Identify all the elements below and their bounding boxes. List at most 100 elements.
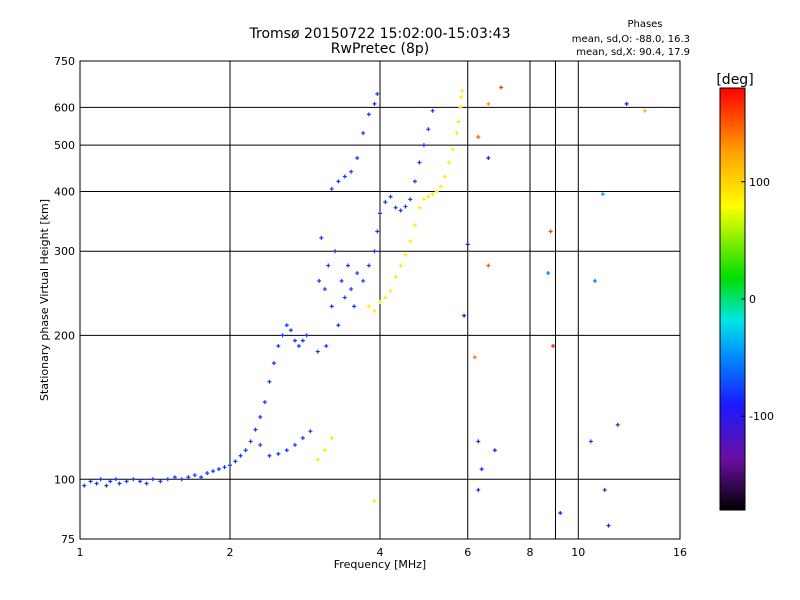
- data-point: [408, 239, 413, 244]
- data-point: [186, 475, 191, 480]
- data-point: [442, 174, 447, 179]
- data-point: [492, 448, 497, 453]
- y-tick-label: 300: [54, 245, 75, 258]
- data-point: [450, 147, 455, 152]
- data-point: [329, 186, 334, 191]
- data-point: [546, 271, 551, 276]
- y-tick-label: 750: [54, 55, 75, 68]
- data-point: [216, 467, 221, 472]
- data-point: [600, 192, 605, 197]
- data-point: [421, 197, 426, 202]
- data-point: [322, 287, 327, 292]
- data-point: [352, 304, 357, 309]
- colorbar-tick-label: 100: [749, 176, 770, 189]
- data-point: [238, 453, 243, 458]
- data-point: [276, 451, 281, 456]
- data-point: [329, 304, 334, 309]
- chart-subtitle: RwPretec (8p): [331, 41, 429, 57]
- data-point: [375, 229, 380, 234]
- colorbar-tick-label: 0: [749, 293, 756, 306]
- y-tick-label: 500: [54, 139, 75, 152]
- y-tick-label: 75: [61, 533, 75, 546]
- data-point: [267, 453, 272, 458]
- data-point: [288, 328, 293, 333]
- data-point: [372, 308, 377, 313]
- data-point: [388, 194, 393, 199]
- data-point: [345, 263, 350, 268]
- data-point: [615, 422, 620, 427]
- data-point: [342, 295, 347, 300]
- data-point: [253, 427, 258, 432]
- data-point: [434, 189, 439, 194]
- data-point: [258, 442, 263, 447]
- data-point: [192, 473, 197, 478]
- data-point: [602, 487, 607, 492]
- y-tick-label: 100: [54, 473, 75, 486]
- y-tick-label: 400: [54, 185, 75, 198]
- data-point: [412, 223, 417, 228]
- data-point: [292, 442, 297, 447]
- data-point: [592, 278, 597, 283]
- plot-frame: [79, 60, 681, 540]
- data-point: [408, 197, 413, 202]
- data-point: [472, 355, 477, 360]
- data-point: [462, 313, 467, 318]
- stats-x-line: mean, sd,X: 90.4, 17.9: [576, 47, 690, 58]
- data-point: [292, 338, 297, 343]
- data-point: [108, 479, 113, 484]
- chart-title: Tromsø 20150722 15:02:00-15:03:43: [249, 26, 511, 42]
- data-point: [372, 101, 377, 106]
- data-point: [258, 414, 263, 419]
- data-point: [355, 156, 360, 161]
- data-point: [267, 379, 272, 384]
- data-point: [113, 477, 118, 482]
- data-point: [366, 263, 371, 268]
- data-point: [624, 101, 629, 106]
- data-point: [233, 459, 238, 464]
- colorbar-label: [deg]: [716, 72, 753, 88]
- data-point: [94, 481, 99, 486]
- data-point: [262, 400, 267, 405]
- data-point: [308, 429, 313, 434]
- stats-o-line: mean, sd,O: -88.0, 16.3: [572, 34, 690, 45]
- data-point: [378, 299, 382, 304]
- data-point: [372, 499, 377, 504]
- data-point: [606, 523, 611, 528]
- data-point: [388, 288, 393, 293]
- data-point: [199, 475, 204, 480]
- data-point: [222, 465, 227, 470]
- data-point: [322, 448, 327, 453]
- data-point: [361, 278, 366, 283]
- data-point: [383, 295, 388, 300]
- data-point: [378, 211, 382, 216]
- data-point: [393, 274, 398, 279]
- data-point: [417, 205, 422, 210]
- data-point: [486, 263, 491, 268]
- data-point: [284, 323, 289, 328]
- data-point: [349, 169, 354, 174]
- data-point: [486, 156, 491, 161]
- data-point: [131, 477, 136, 482]
- data-point: [499, 85, 504, 90]
- y-tick-label: 200: [54, 329, 75, 342]
- data-point: [355, 271, 360, 276]
- data-point: [336, 179, 341, 184]
- x-tick-label: 2: [227, 546, 234, 559]
- data-point: [383, 200, 388, 205]
- data-point: [486, 101, 491, 106]
- x-tick-label: 10: [571, 546, 585, 559]
- colorbar-ticks: 100 0 -100: [741, 176, 774, 423]
- data-point: [459, 95, 464, 100]
- data-point: [88, 479, 93, 484]
- data-point: [642, 108, 647, 113]
- data-point: [393, 205, 398, 210]
- data-point: [104, 483, 109, 488]
- data-point: [403, 252, 408, 257]
- data-point: [205, 471, 210, 476]
- data-point: [426, 127, 431, 132]
- data-point: [82, 483, 87, 488]
- data-point: [284, 448, 289, 453]
- data-point: [438, 184, 443, 189]
- data-point: [315, 457, 320, 462]
- data-point: [271, 361, 276, 366]
